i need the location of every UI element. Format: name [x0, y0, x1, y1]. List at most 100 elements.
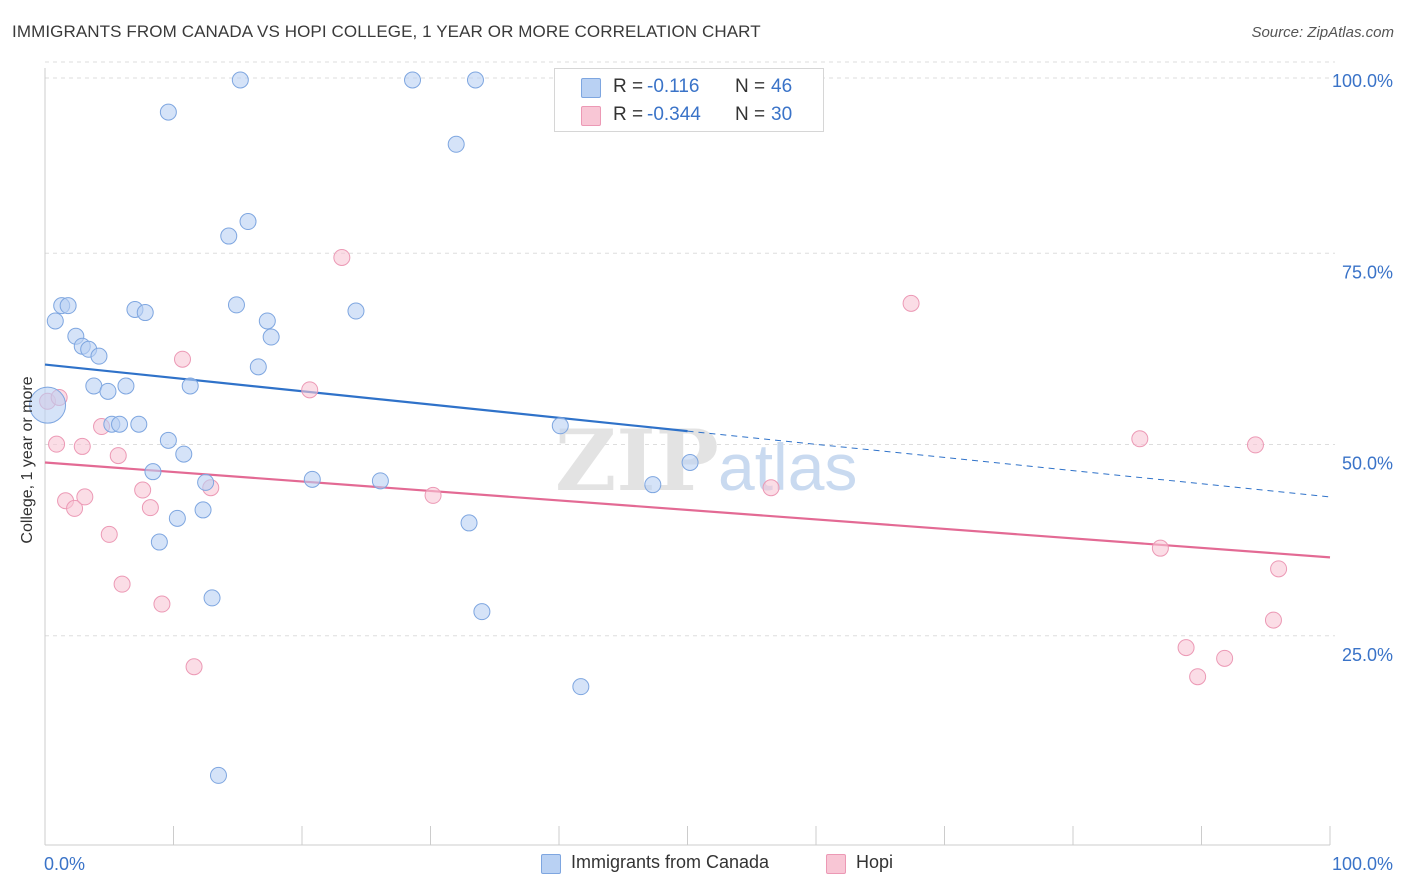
hopi-point — [1264, 611, 1282, 629]
legend-row-hopi: R = -0.344 N = 30 — [555, 100, 823, 128]
chart-title: IMMIGRANTS FROM CANADA VS HOPI COLLEGE, … — [12, 22, 761, 41]
y-tick-label: 100.0% — [1332, 71, 1393, 91]
canada-point — [203, 589, 221, 607]
source-label: Source: ZipAtlas.com — [1251, 24, 1394, 41]
canada-point — [227, 296, 245, 314]
canada-point — [29, 386, 67, 424]
r-label: R = — [613, 76, 644, 97]
canada-swatch — [541, 854, 561, 874]
hopi-point — [76, 488, 94, 506]
hopi-point — [1151, 539, 1169, 557]
hopi-point — [902, 294, 920, 312]
canada-point — [46, 312, 64, 330]
hopi-point — [66, 499, 84, 517]
hopi-trend-line — [44, 461, 1331, 559]
trend-lines — [44, 363, 1331, 559]
canada-point — [175, 445, 193, 463]
canada-point — [197, 473, 215, 491]
n-label: N = — [735, 76, 766, 97]
y-tick-label: 75.0% — [1342, 262, 1393, 282]
r-label: R = — [613, 104, 644, 125]
hopi-point — [1131, 430, 1149, 448]
x-tick-label: 100.0% — [1332, 854, 1393, 874]
canada-point — [159, 103, 177, 121]
canada-point — [303, 470, 321, 488]
y-tick-label: 50.0% — [1342, 454, 1393, 474]
n-value: 30 — [771, 104, 793, 125]
canada-point — [572, 678, 590, 696]
canada-trend-extension — [687, 430, 1331, 498]
hopi-swatch — [826, 854, 846, 874]
canada-point — [85, 377, 103, 395]
canada-point — [130, 415, 148, 433]
n-value: 46 — [771, 76, 793, 97]
y-tick-label: 25.0% — [1342, 645, 1393, 665]
hopi-point — [1216, 649, 1234, 667]
r-value: -0.116 — [647, 76, 700, 97]
stats-legend: R = -0.116 N = 46 R = -0.344 N = 30 — [554, 68, 824, 132]
canada-point — [194, 501, 212, 519]
y-axis-label: College, 1 year or more — [19, 376, 36, 544]
hopi-point — [134, 481, 152, 499]
hopi-point — [1177, 639, 1195, 657]
watermark: ZIP atlas — [555, 411, 857, 510]
canada-point — [371, 472, 389, 490]
hopi-point — [1270, 560, 1288, 578]
canada-point — [473, 603, 491, 621]
hopi-point — [424, 486, 442, 504]
watermark-atlas: atlas — [718, 430, 857, 504]
hopi-point — [762, 479, 780, 497]
canada-point — [404, 71, 422, 89]
hopi-point — [301, 381, 319, 399]
canada-point — [466, 71, 484, 89]
hopi-point — [185, 658, 203, 676]
grid — [45, 61, 1335, 637]
canada-trend-line — [44, 363, 688, 433]
hopi-point — [1189, 668, 1207, 686]
canada-point — [99, 382, 117, 400]
hopi-point — [100, 525, 118, 543]
hopi-point — [173, 350, 191, 368]
hopi-point — [1246, 436, 1264, 454]
legend-label: Hopi — [856, 852, 894, 872]
canada-point — [239, 213, 257, 231]
canada-point — [460, 514, 478, 532]
hopi-point — [48, 435, 66, 453]
canada-point — [447, 135, 465, 153]
hopi-point — [109, 447, 127, 465]
canada-point — [262, 328, 280, 346]
canada-swatch — [581, 78, 601, 98]
r-value: -0.344 — [647, 104, 701, 125]
canada-point — [117, 377, 135, 395]
canada-point — [551, 417, 569, 435]
hopi-point — [333, 248, 351, 266]
hopi-point — [141, 499, 159, 517]
n-label: N = — [735, 104, 766, 125]
canada-point — [150, 533, 168, 551]
hopi-point — [153, 595, 171, 613]
canada-point — [144, 463, 162, 481]
axes — [44, 68, 1331, 846]
canada-point — [168, 509, 186, 527]
canada-point — [136, 304, 154, 322]
canada-point — [111, 415, 129, 433]
canada-point — [90, 347, 108, 365]
hopi-point — [73, 437, 91, 455]
canada-point — [59, 297, 77, 315]
hopi-swatch — [581, 106, 601, 126]
canada-point — [644, 476, 662, 494]
canada-point — [249, 358, 267, 376]
canada-point — [209, 766, 227, 784]
axis-labels: 25.0% 50.0% 75.0% 100.0% 0.0% 100.0% — [44, 71, 1393, 874]
canada-point — [220, 227, 238, 245]
canada-point — [681, 454, 699, 471]
legend-row-canada: R = -0.116 N = 46 — [555, 72, 823, 100]
hopi-point — [113, 575, 131, 593]
data-points — [29, 71, 1288, 784]
legend-label: Immigrants from Canada — [571, 852, 770, 872]
canada-point — [159, 431, 177, 449]
canada-point — [347, 302, 365, 320]
canada-point — [181, 377, 199, 395]
canada-point — [231, 71, 249, 89]
